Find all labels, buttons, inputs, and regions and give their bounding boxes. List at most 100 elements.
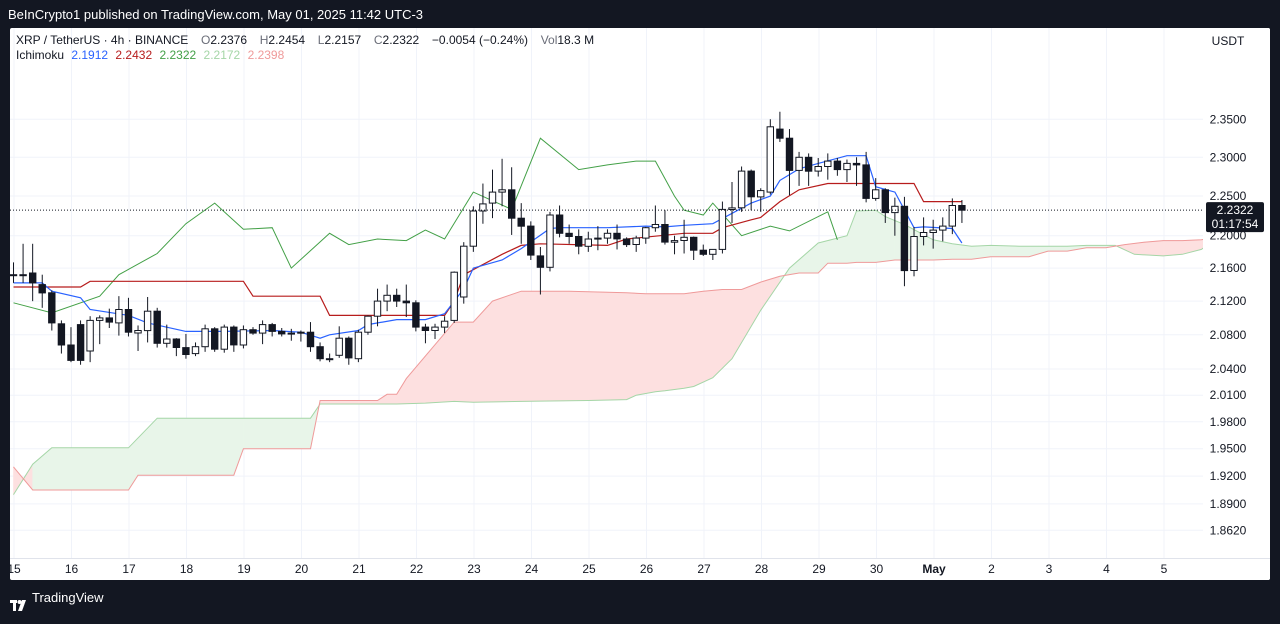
candle	[690, 236, 698, 260]
candle	[393, 288, 401, 307]
candle-body	[613, 232, 621, 240]
candle-body	[325, 358, 334, 361]
candle-body	[172, 338, 181, 348]
date-tick-label: 30	[870, 562, 884, 576]
candle-body	[440, 320, 449, 328]
date-tick-label: 15	[10, 562, 21, 576]
candle	[555, 205, 564, 238]
candle	[498, 158, 506, 207]
candle-body	[747, 170, 755, 198]
candle	[632, 235, 640, 252]
cloud-segment	[243, 417, 311, 450]
candle	[575, 229, 583, 255]
candle-body	[891, 205, 899, 214]
candle	[220, 324, 229, 353]
price-chart[interactable]: USDT 2.3500 2.3000 2.2500 2.2000 2.1600 2.1200…	[10, 28, 1270, 580]
candle	[785, 129, 794, 196]
candle-body	[852, 162, 861, 166]
candle	[402, 284, 411, 318]
candle	[622, 237, 631, 248]
candle	[824, 153, 832, 180]
candle	[872, 178, 880, 201]
price-tick-label: 1.9200	[1210, 469, 1247, 483]
indicator-name[interactable]: Ichimoku	[16, 48, 65, 62]
candle	[508, 167, 516, 235]
lagging-span-value: 2.2322	[159, 48, 197, 62]
candle-body	[555, 214, 564, 234]
candle-body	[919, 232, 928, 237]
candle	[86, 316, 94, 363]
candle-body	[833, 160, 842, 171]
candle-body	[38, 284, 46, 294]
candle	[287, 328, 296, 341]
candle	[373, 288, 382, 327]
candle	[239, 325, 248, 349]
candle-body	[153, 310, 161, 344]
candle	[527, 221, 535, 260]
candle	[48, 290, 56, 331]
candle	[737, 166, 746, 212]
price-tick-label: 1.9500	[1210, 442, 1247, 456]
brand-name[interactable]: TradingView	[32, 590, 104, 605]
cloud-segment	[453, 321, 474, 403]
symbol-row: XRP / TetherUS · 4h · BINANCE O2.2376 H2…	[16, 33, 594, 48]
candle-body	[766, 126, 774, 193]
last-price-badge-bg	[1206, 202, 1264, 233]
candle-body	[469, 210, 478, 247]
candle-body	[211, 328, 219, 350]
chart-panel[interactable]: USDT 2.3500 2.3000 2.2500 2.2000 2.1600 2.1200…	[10, 28, 1270, 580]
candle	[642, 226, 650, 244]
candle	[613, 224, 621, 250]
candle	[603, 229, 612, 244]
price-tick-label: 2.1200	[1210, 294, 1247, 308]
candle-body	[421, 326, 430, 332]
leading-span-a-line	[13, 206, 1270, 495]
candle	[757, 188, 765, 212]
cloud-segment	[731, 289, 742, 360]
candle-body	[297, 331, 305, 334]
cloud-segment	[626, 292, 637, 401]
candle-body	[718, 208, 727, 250]
candle-body	[96, 317, 104, 321]
candle-body	[910, 236, 918, 271]
cloud-segment	[520, 290, 570, 402]
date-tick-label: 24	[525, 562, 539, 576]
candle-body	[239, 329, 248, 346]
indicator-row: Ichimoku 2.1912 2.2432 2.2322 2.2172 2.2…	[16, 48, 594, 63]
candle	[325, 353, 334, 363]
tradingview-logo-icon[interactable]	[10, 592, 28, 624]
candle	[306, 322, 315, 352]
candle-body	[278, 330, 286, 335]
candle-body	[872, 189, 880, 199]
base-line	[13, 182, 962, 316]
cloud-segment	[645, 293, 656, 394]
high-value: 2.2454	[268, 33, 306, 47]
cloud-segment	[741, 281, 762, 344]
candle-body	[306, 331, 315, 348]
date-tick-label: 21	[352, 562, 366, 576]
cloud-segment	[386, 393, 398, 405]
cloud-segment	[1124, 243, 1135, 255]
date-tick-label: May	[922, 562, 946, 576]
candle	[67, 327, 75, 363]
candle-body	[843, 162, 851, 171]
cloud-segment	[798, 242, 819, 274]
price-tick-label: 1.8900	[1210, 497, 1247, 511]
candle	[10, 262, 18, 283]
candle	[201, 324, 209, 352]
candle-body	[594, 237, 602, 240]
candle-body	[632, 237, 640, 246]
candle-body	[814, 166, 822, 172]
cloud-segment	[655, 293, 666, 393]
candle-body	[412, 302, 420, 328]
date-tick-label: 28	[755, 562, 769, 576]
candle	[29, 243, 37, 302]
symbol-label[interactable]: XRP / TetherUS · 4h · BINANCE	[16, 33, 189, 47]
candle-body	[565, 232, 573, 238]
candle-body	[191, 346, 200, 355]
candle	[488, 169, 497, 219]
candle	[910, 226, 918, 277]
candle	[460, 242, 468, 304]
candle	[718, 201, 727, 254]
